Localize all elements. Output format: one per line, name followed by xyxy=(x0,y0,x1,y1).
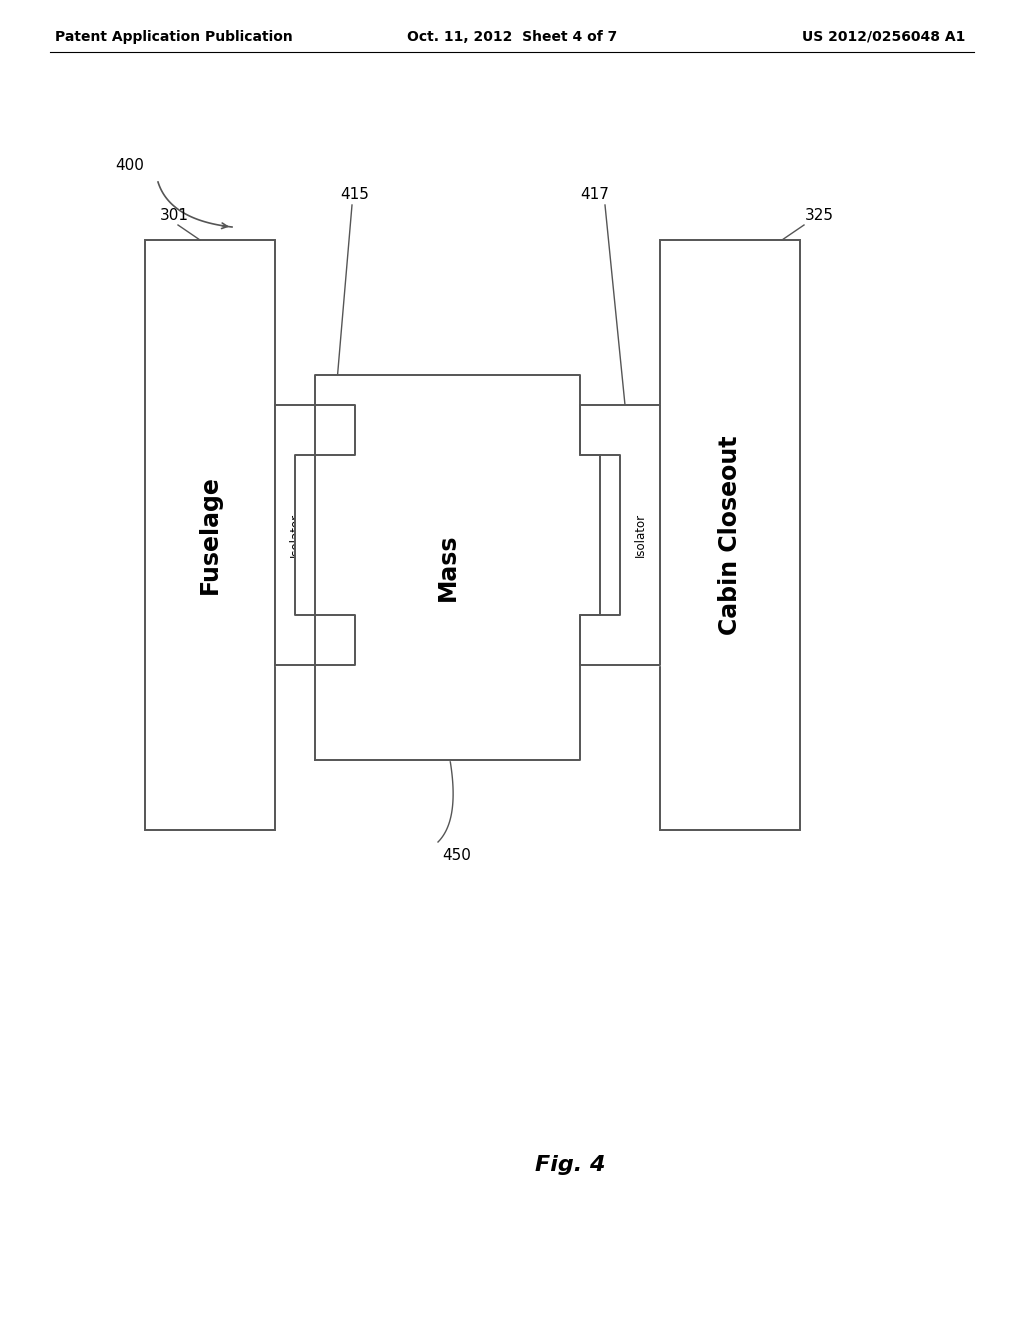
Polygon shape xyxy=(275,405,355,665)
Polygon shape xyxy=(580,405,660,665)
Bar xyxy=(145,240,275,830)
Bar xyxy=(660,240,800,830)
Text: Isolator: Isolator xyxy=(289,513,301,557)
Text: Oct. 11, 2012  Sheet 4 of 7: Oct. 11, 2012 Sheet 4 of 7 xyxy=(407,30,617,44)
Text: 417: 417 xyxy=(581,187,609,202)
Text: Mass: Mass xyxy=(435,533,460,601)
Text: Isolator: Isolator xyxy=(634,513,646,557)
Text: 325: 325 xyxy=(805,209,834,223)
Text: Fig. 4: Fig. 4 xyxy=(535,1155,605,1175)
Text: 400: 400 xyxy=(115,157,144,173)
Text: Cabin Closeout: Cabin Closeout xyxy=(718,436,742,635)
Text: Patent Application Publication: Patent Application Publication xyxy=(55,30,293,44)
Text: 415: 415 xyxy=(341,187,370,202)
Text: 450: 450 xyxy=(442,847,471,863)
Text: Fuselage: Fuselage xyxy=(198,475,222,594)
Text: 301: 301 xyxy=(160,209,189,223)
Polygon shape xyxy=(295,375,600,760)
Text: US 2012/0256048 A1: US 2012/0256048 A1 xyxy=(802,30,965,44)
